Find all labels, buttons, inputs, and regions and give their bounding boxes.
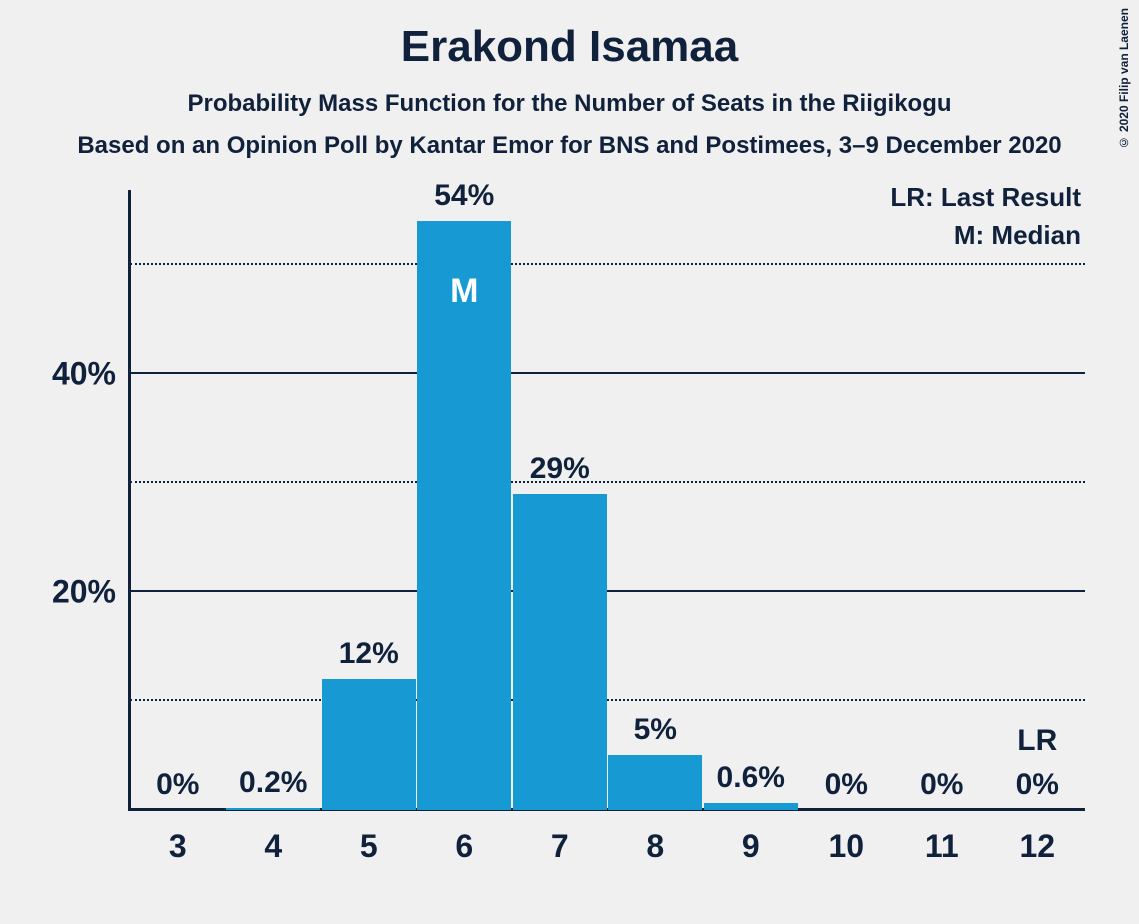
bar-value-label: 0% bbox=[156, 768, 199, 802]
gridline-minor bbox=[130, 263, 1085, 265]
xtick-label: 8 bbox=[646, 810, 664, 865]
bar-value-label: 0.6% bbox=[717, 761, 785, 795]
bar-value-label: 12% bbox=[339, 637, 399, 671]
gridline-major bbox=[130, 372, 1085, 374]
gridline-minor bbox=[130, 481, 1085, 483]
xtick-label: 12 bbox=[1019, 810, 1055, 865]
bar-value-label: 0% bbox=[1016, 768, 1059, 802]
bar-value-label: 5% bbox=[634, 713, 677, 747]
bar-value-label: 29% bbox=[530, 452, 590, 486]
xtick-label: 10 bbox=[828, 810, 864, 865]
legend-median: M: Median bbox=[954, 220, 1081, 251]
last-result-marker: LR bbox=[1017, 724, 1057, 758]
median-marker: M bbox=[450, 272, 478, 311]
bar bbox=[513, 494, 607, 810]
y-axis bbox=[128, 190, 131, 810]
xtick-label: 9 bbox=[742, 810, 760, 865]
gridline-minor bbox=[130, 699, 1085, 701]
gridline-major bbox=[130, 590, 1085, 592]
bar-value-label: 54% bbox=[434, 179, 494, 213]
bar bbox=[608, 755, 702, 810]
copyright-text: © 2020 Filip van Laenen bbox=[1117, 8, 1131, 149]
chart-container: © 2020 Filip van Laenen Erakond Isamaa P… bbox=[0, 0, 1139, 924]
xtick-label: 6 bbox=[455, 810, 473, 865]
bar-value-label: 0% bbox=[920, 768, 963, 802]
bar-value-label: 0.2% bbox=[239, 766, 307, 800]
chart-subtitle-1: Probability Mass Function for the Number… bbox=[0, 90, 1139, 118]
chart-subtitle-2: Based on an Opinion Poll by Kantar Emor … bbox=[0, 132, 1139, 160]
xtick-label: 3 bbox=[169, 810, 187, 865]
xtick-label: 5 bbox=[360, 810, 378, 865]
plot-area: 20%40%0%30.2%412%554%629%75%80.6%90%100%… bbox=[130, 210, 1085, 810]
bar bbox=[322, 679, 416, 810]
xtick-label: 4 bbox=[264, 810, 282, 865]
xtick-label: 7 bbox=[551, 810, 569, 865]
chart-title: Erakond Isamaa bbox=[0, 22, 1139, 72]
bar-value-label: 0% bbox=[825, 768, 868, 802]
ytick-label: 20% bbox=[52, 573, 130, 610]
ytick-label: 40% bbox=[52, 355, 130, 392]
legend-lr: LR: Last Result bbox=[890, 182, 1081, 213]
xtick-label: 11 bbox=[925, 810, 959, 865]
